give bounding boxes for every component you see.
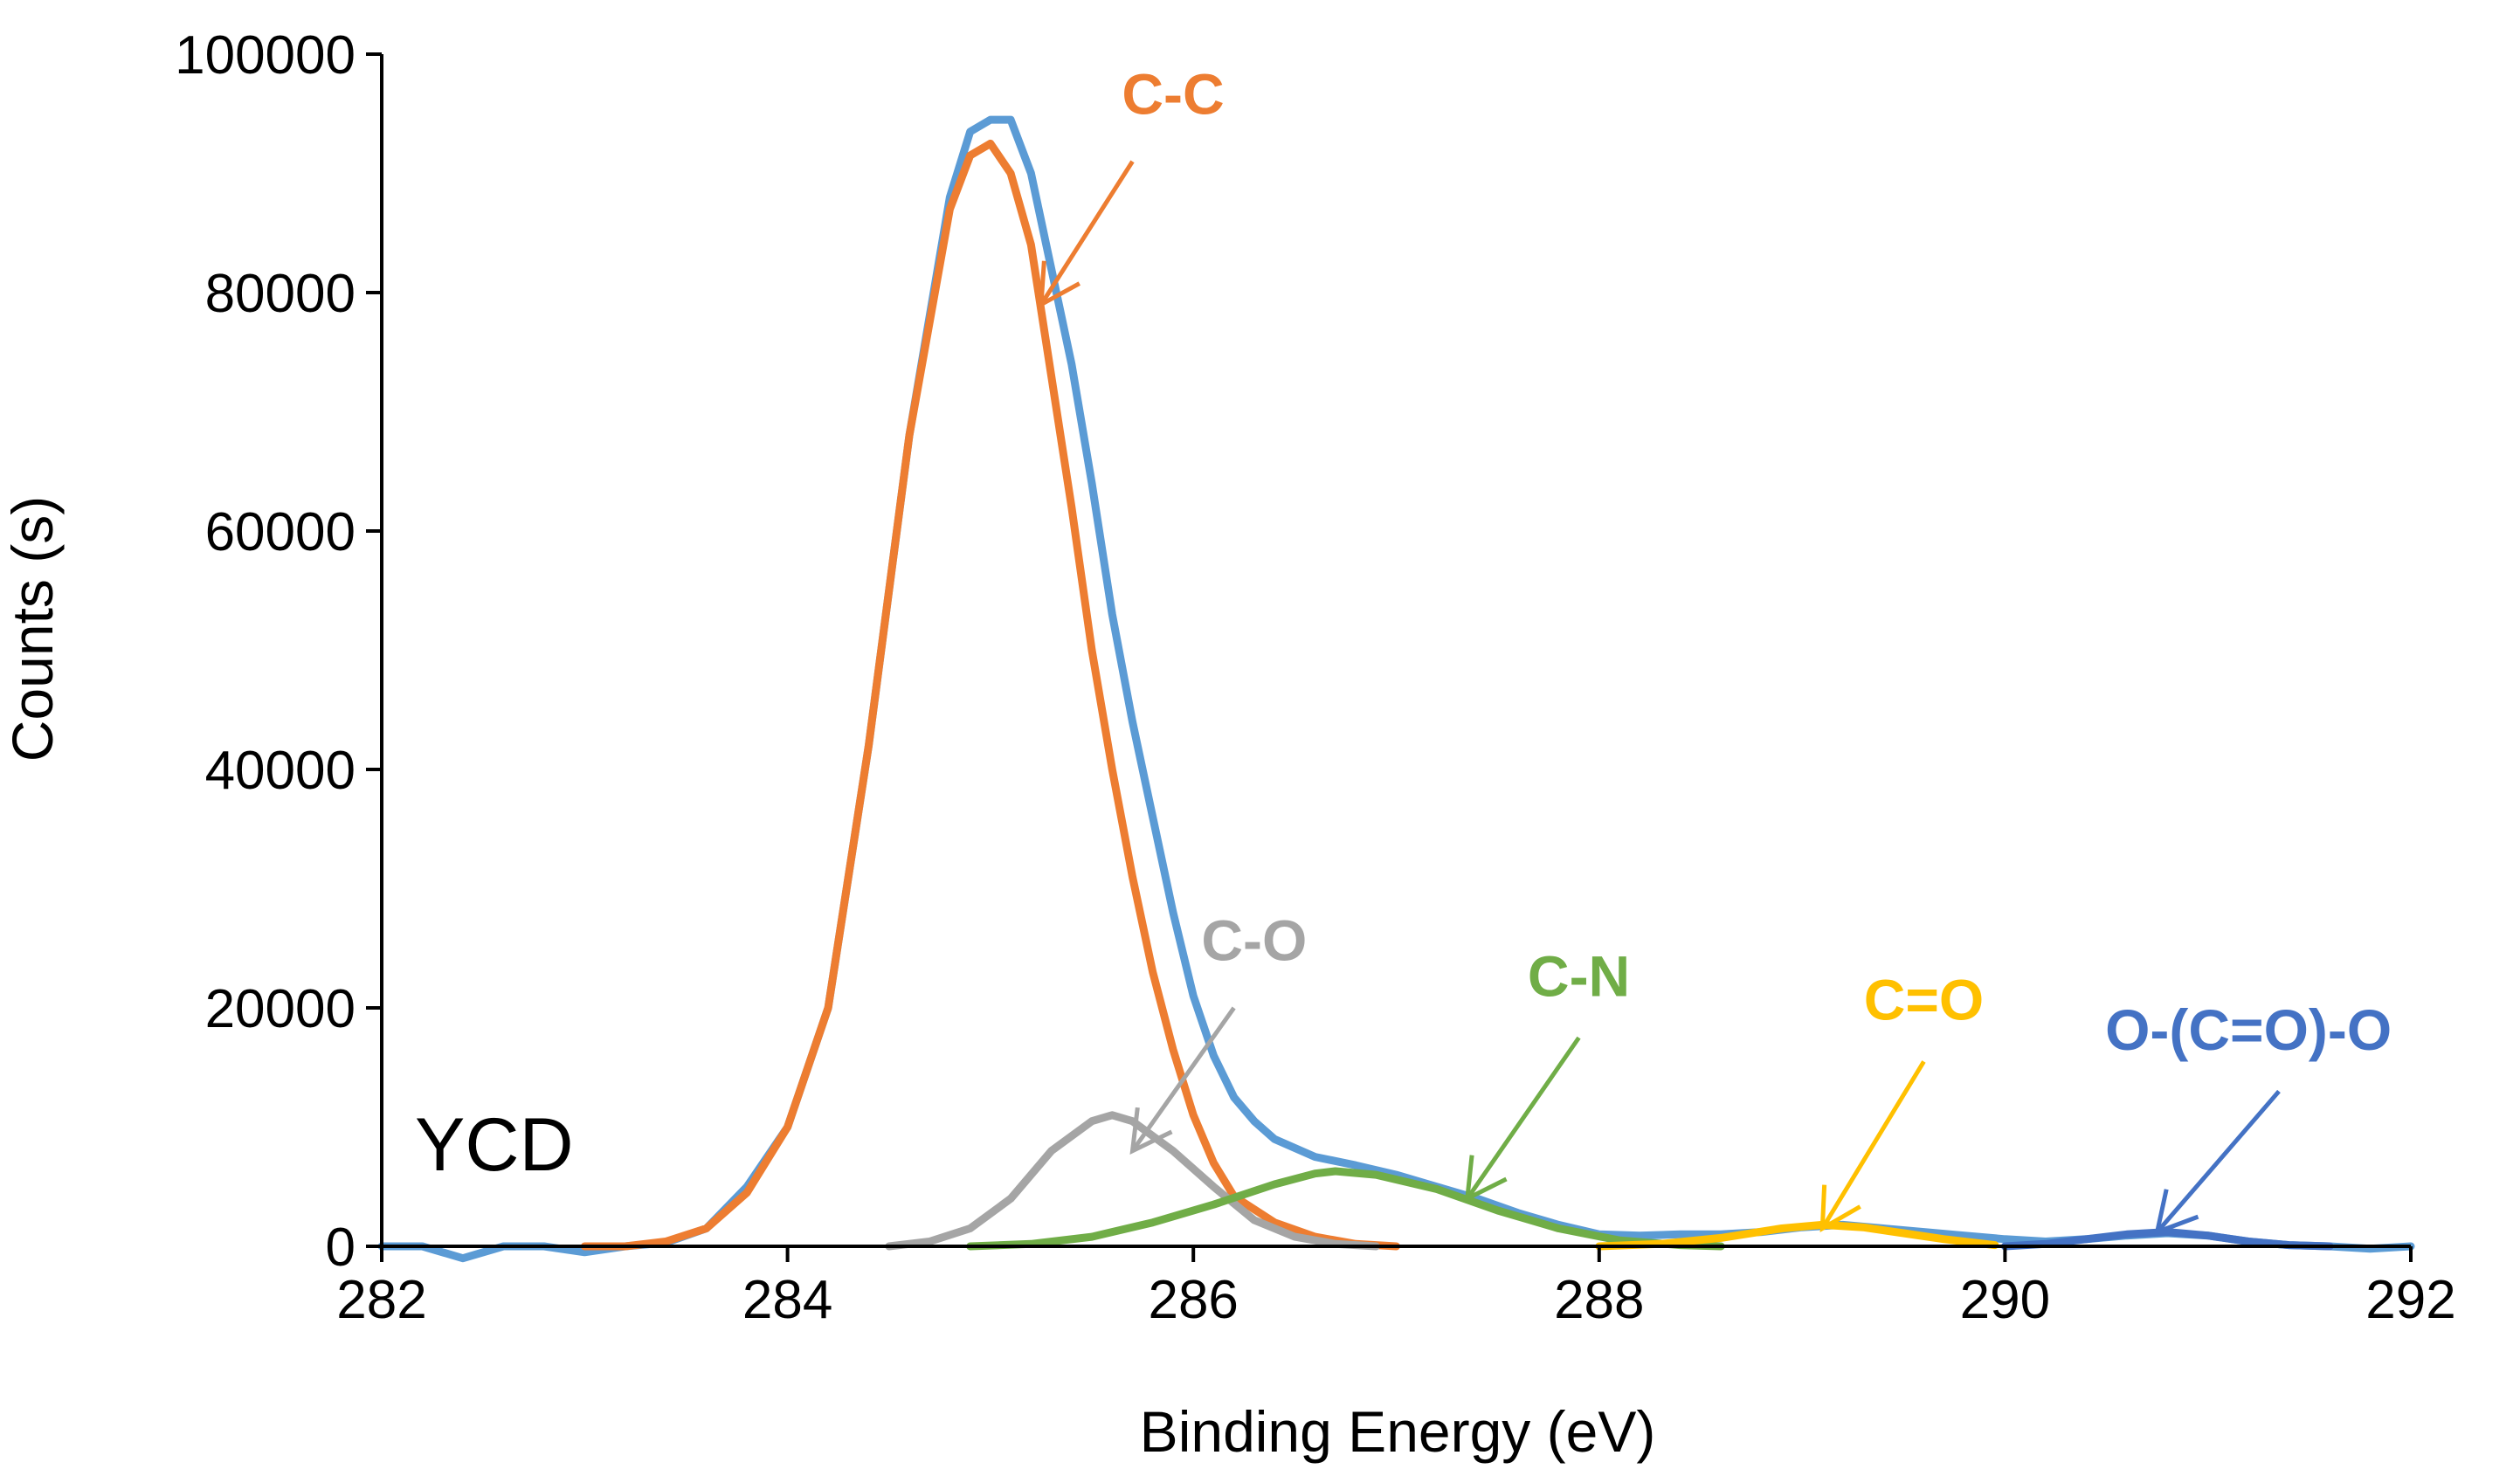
annotation-arrow-line [1465,1036,1581,1200]
y-axis-title: Counts (s) [0,496,65,762]
y-tick-label: 100000 [175,25,356,86]
annotation-label: C-C [1122,61,1224,126]
x-tick-label: 288 [1554,1270,1644,1330]
sample-label: YCD [415,1103,574,1187]
y-tick-label: 60000 [205,502,356,562]
annotation-layer: C-C C-O C-N C=O O-(C=O)-O [1039,61,2392,1236]
annotation-arrow-line [1820,1060,1926,1230]
annotation-arrow-head [1039,260,1080,309]
annotation-o-c-o-o: O-(C=O)-O [2105,997,2392,1236]
annotation-label: C-O [1201,907,1307,972]
annotation-arrow-head [2154,1189,2199,1236]
series-line-c-o [885,1111,1380,1251]
annotation-arrow-line [2155,1089,2281,1234]
annotation-arrow-head [1819,1184,1861,1232]
series-layer [377,115,2415,1263]
annotation-label: O-(C=O)-O [2105,997,2392,1062]
series-line-c-n [966,1167,1725,1251]
series-line-c-c [580,139,1400,1251]
annotation-arrow-line [1130,1006,1236,1153]
series-line-o-c-o-o [2000,1228,2334,1251]
series-line-envelope [377,115,2415,1263]
x-axis-title: Binding Energy (eV) [1140,1399,1656,1464]
y-tick-label: 20000 [205,979,356,1039]
annotation-label: C=O [1864,968,1985,1032]
x-tick-label: 292 [2365,1270,2455,1330]
plot-area: 0 20000 40000 60000 80000 100000 282 284 286 288 2… [175,25,2456,1330]
x-tick-label: 290 [1960,1270,2050,1330]
y-tick-label: 40000 [205,741,356,801]
annotation-label: C-N [1528,943,1630,1008]
annotation-c-o: C-O [1129,907,1307,1155]
annotation-arrow-head [1464,1155,1508,1203]
annotation-arrow-head [1129,1107,1173,1155]
x-tick-label: 282 [336,1270,426,1330]
x-tick-label: 284 [742,1270,832,1330]
annotation-c-c: C-C [1039,61,1225,309]
y-tick-label: 80000 [205,264,356,324]
annotation-c-o: C=O [1819,968,1985,1232]
annotation-c-n: C-N [1464,943,1630,1203]
annotation-arrow-line [1039,160,1135,306]
y-tick-label: 0 [326,1217,356,1278]
tick-layer: 0 20000 40000 60000 80000 100000 282 284 286 288 2… [175,25,2456,1330]
x-tick-label: 286 [1148,1270,1238,1330]
